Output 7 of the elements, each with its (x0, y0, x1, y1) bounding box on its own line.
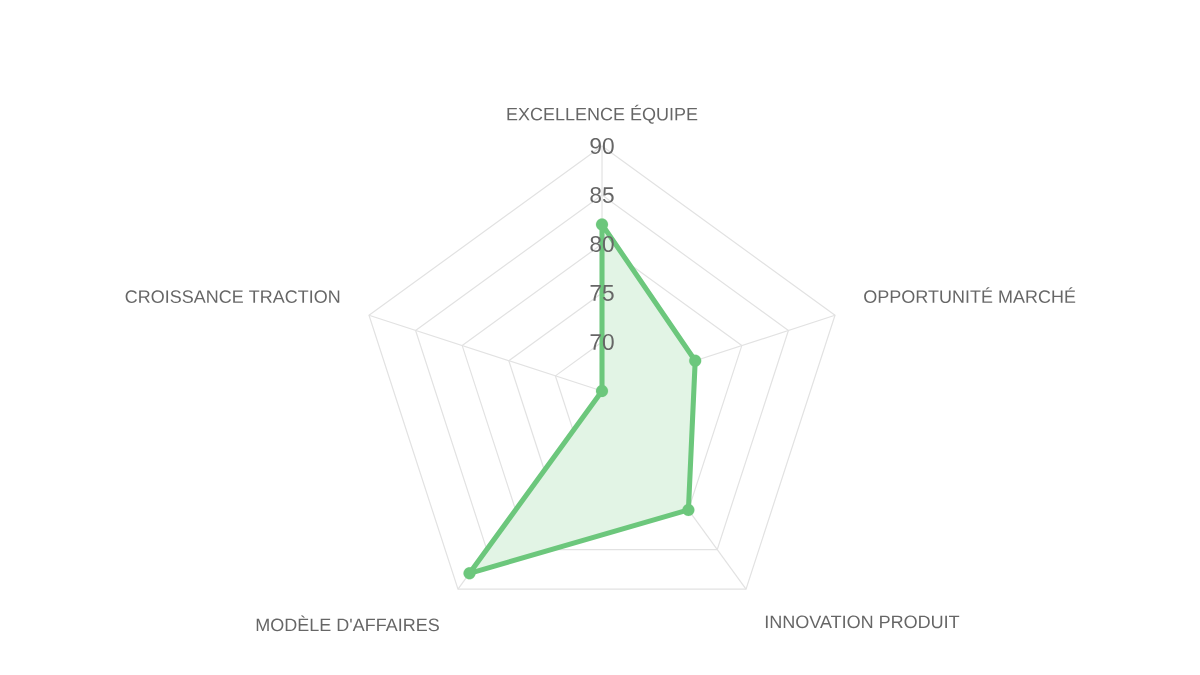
spoke-label: OPPORTUNITÉ MARCHÉ (864, 287, 1076, 304)
spoke-label: INNOVATION PRODUIT (765, 615, 960, 629)
spoke-label: MODÈLE D'AFFAIRES (256, 615, 439, 632)
spoke-label: CROISSANCE TRACTION (125, 290, 340, 304)
y-tick-label: 90 (590, 137, 614, 155)
spoke-label: EXCELLENCE ÉQUIPE (507, 104, 698, 124)
y-tick-label: 85 (590, 186, 614, 204)
